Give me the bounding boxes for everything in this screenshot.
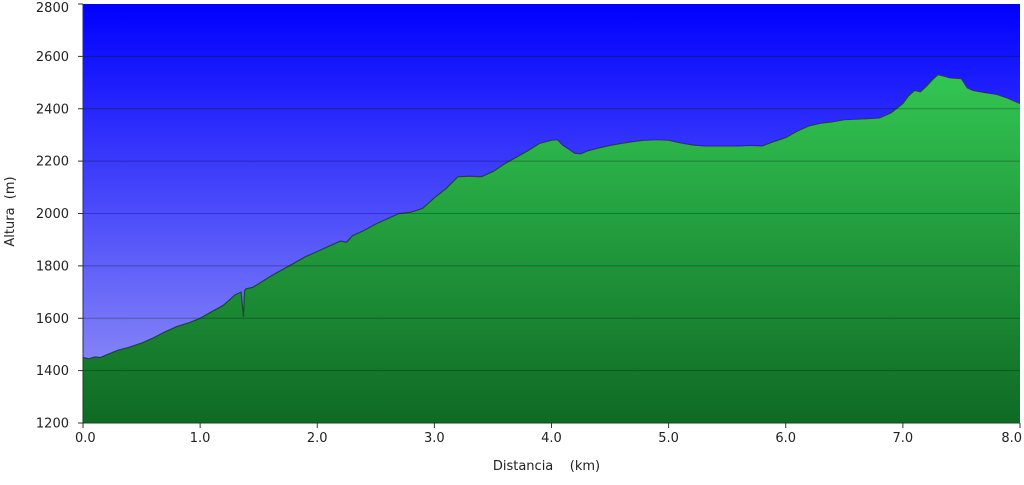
y-tick-label: 2200 <box>36 155 69 170</box>
x-tick-label: 5.0 <box>658 431 679 446</box>
y-tick-label: 2400 <box>36 102 69 117</box>
x-tick-label: 8.0 <box>1001 431 1022 446</box>
x-axis-ticks: 0.0 1.0 2.0 3.0 4.0 5.0 6.0 7.0 8.0 <box>75 423 1022 446</box>
y-tick-label: 2000 <box>36 207 69 222</box>
elevation-area <box>83 74 1020 423</box>
y-axis-ticks: 1200 1400 1600 1800 2000 2200 2400 2600 2800 <box>36 1 83 432</box>
y-tick-label: 1400 <box>36 364 69 379</box>
y-tick-label: 1600 <box>36 312 69 327</box>
y-tick-label: 1800 <box>36 259 69 274</box>
y-axis-title: Altura (m) <box>3 176 18 246</box>
x-tick-label: 7.0 <box>893 431 914 446</box>
x-tick-label: 2.0 <box>307 431 328 446</box>
x-tick-label: 4.0 <box>541 431 562 446</box>
x-tick-label: 0.0 <box>75 431 96 446</box>
y-tick-label: 1200 <box>36 417 69 432</box>
y-tick-label: 2600 <box>36 50 69 65</box>
x-tick-label: 6.0 <box>775 431 796 446</box>
elevation-outline <box>82 74 1021 360</box>
gridlines <box>83 55 1020 372</box>
x-axis-title: Distancia (km) <box>493 459 600 474</box>
y-tick-label: 2800 <box>36 1 69 16</box>
x-tick-label: 3.0 <box>424 431 445 446</box>
x-tick-label: 1.0 <box>190 431 211 446</box>
